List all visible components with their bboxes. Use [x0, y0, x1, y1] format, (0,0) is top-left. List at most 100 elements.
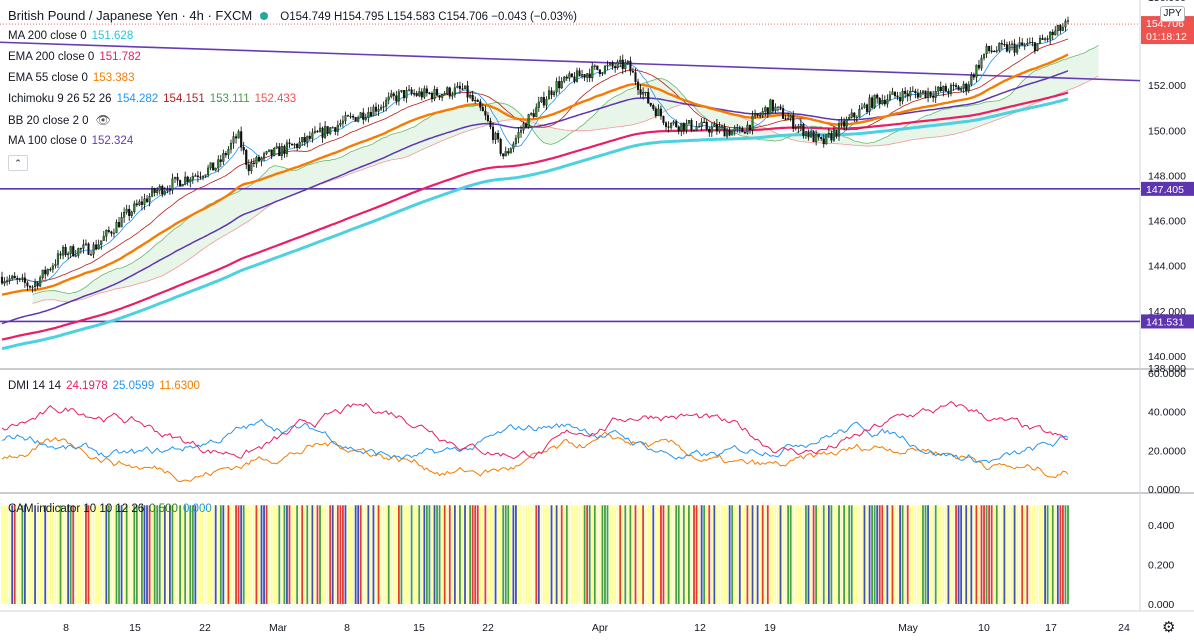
cam-bar [782, 505, 784, 604]
cam-bar [894, 505, 896, 604]
legend-bb[interactable]: BB 20 close 2 0 👁︎ [8, 113, 111, 128]
candle-body [408, 89, 411, 91]
cam-bar [634, 505, 637, 604]
time-axis-label: 17 [1045, 622, 1057, 634]
cam-bar [209, 505, 212, 604]
cam-bar [255, 505, 258, 604]
level-badge: 141.531 [1146, 316, 1184, 328]
legend-ma200[interactable]: MA 200 close 0 151.628 [8, 29, 133, 43]
candle-body [593, 65, 596, 67]
legend-ema55[interactable]: EMA 55 close 0 153.383 [8, 71, 134, 85]
cam-bar [576, 505, 578, 604]
cam-bar [738, 505, 741, 604]
candle-body [616, 61, 619, 68]
cam-bar [64, 505, 67, 604]
cam-bar [799, 505, 802, 604]
cam-bar [601, 505, 604, 604]
cam-bar [532, 505, 535, 604]
cam-bar [789, 505, 792, 604]
candle-body [756, 113, 759, 116]
cam-bar [280, 505, 283, 604]
cam-bar [237, 505, 240, 604]
cam-bar [771, 505, 774, 604]
cam-bar [344, 505, 347, 604]
candle-body [181, 184, 184, 187]
candle-body [700, 121, 703, 127]
legend-value: 0.000 [182, 503, 212, 515]
legend-ma100[interactable]: MA 100 close 0 152.324 [8, 134, 133, 148]
candle-body [301, 137, 304, 143]
cam-bar [174, 505, 176, 604]
time-axis-label: 24 [1118, 622, 1130, 634]
legend-ema200[interactable]: EMA 200 close 0 151.782 [8, 50, 141, 64]
cam-bar [749, 505, 751, 604]
candle-body [229, 143, 233, 150]
cam-bar [375, 505, 377, 604]
cam-bar [512, 505, 515, 604]
cam-bar [784, 505, 787, 604]
cam-bar [980, 505, 983, 604]
candle-body [451, 94, 454, 97]
cam-bar [520, 505, 522, 604]
cam-bar [286, 505, 288, 604]
candle-body [438, 95, 441, 98]
candle-body [1031, 41, 1034, 44]
candle-body [672, 121, 675, 124]
legend-collapse-button[interactable]: ⌃ [8, 155, 28, 171]
candle-body [904, 90, 907, 94]
cam-bar [667, 505, 670, 604]
cam-bar [67, 505, 70, 604]
cam-bar [1011, 505, 1013, 604]
cam-bar [942, 505, 945, 604]
cam-bar [812, 505, 815, 604]
candle-body [245, 150, 248, 165]
cam-bar [138, 505, 141, 604]
candle-body [240, 131, 243, 148]
candle-body [367, 112, 370, 119]
candle-body [453, 87, 456, 96]
candle-body [804, 131, 808, 136]
cam-bar [947, 505, 950, 604]
legend-ichimoku[interactable]: Ichimoku 9 26 52 26 154.282 154.151 153.111… [8, 92, 296, 106]
cam-bar [606, 505, 609, 604]
legend-value: 152.433 [254, 93, 297, 105]
cam-bar [143, 505, 146, 604]
cam-bar [21, 505, 24, 604]
settings-gear-icon[interactable]: ⚙ [1162, 619, 1176, 636]
cam-bar [581, 505, 583, 604]
hidden-eye-icon[interactable]: 👁︎ [95, 113, 111, 127]
cam-bar [924, 505, 927, 604]
cam-bar [690, 505, 693, 604]
candle-body [280, 146, 283, 157]
cam-bar [232, 505, 235, 604]
candle-body [629, 60, 632, 72]
cam-bar [721, 505, 723, 604]
cam-bar [85, 505, 87, 604]
candle-body [1066, 20, 1070, 22]
candle-body [84, 243, 88, 245]
cam-bar [397, 505, 400, 604]
candle-body [993, 50, 996, 53]
candle-body [937, 86, 940, 92]
symbol-title[interactable]: British Pound / Japanese Yen · 4h · FXCM [8, 8, 253, 23]
cam-bar [995, 505, 998, 604]
candle-body [120, 217, 123, 228]
candle-body [624, 62, 627, 69]
candle-body [95, 244, 98, 250]
legend-cam[interactable]: CAM indicator 10 10 12 26 0.500 0.000 [8, 502, 212, 516]
cam-bar [489, 505, 492, 604]
price-axis-label: 148.000 [1148, 170, 1186, 182]
cam-bar [207, 505, 209, 604]
legend-dmi[interactable]: DMI 14 14 24.1978 25.0599 11.6300 [8, 379, 200, 393]
level-badge: 147.405 [1146, 184, 1184, 196]
candle-body [621, 59, 624, 69]
candle-body [420, 91, 423, 98]
candle-body [461, 88, 464, 90]
currency-badge[interactable]: JPY [1160, 6, 1185, 22]
candle-body [117, 221, 121, 228]
candle-body [868, 97, 871, 112]
chart-title-bar: British Pound / Japanese Yen · 4h · FXCM… [8, 8, 577, 23]
cam-bar [196, 505, 199, 604]
